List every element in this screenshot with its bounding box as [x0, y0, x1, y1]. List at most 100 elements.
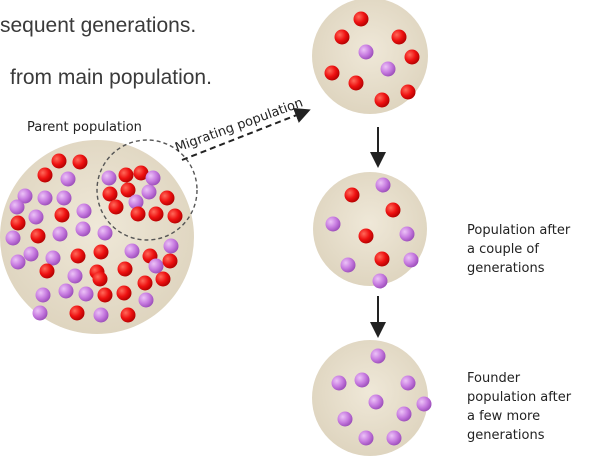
parent-red-dot — [116, 285, 132, 301]
parent-purple-dot — [60, 171, 76, 187]
after-purple-dot — [403, 252, 419, 268]
founder-purple-dot — [416, 396, 432, 412]
parent-population-circle — [0, 140, 194, 334]
parent-red-dot — [133, 165, 149, 181]
founder-selection-dashed-circle — [96, 139, 198, 241]
parent-purple-dot — [93, 307, 109, 323]
founder-purple-dot — [354, 372, 370, 388]
parent-purple-dot — [148, 258, 164, 274]
after-purple-dot — [399, 226, 415, 242]
caption-line-1: sequent generations. — [0, 14, 197, 37]
parent-red-dot — [167, 208, 183, 224]
founder-purple-dot — [358, 430, 374, 446]
migrating-red-dot — [374, 92, 390, 108]
parent-red-dot — [137, 275, 153, 291]
parent-red-dot — [72, 154, 88, 170]
founder-purple-dot — [337, 411, 353, 427]
parent-purple-dot — [52, 226, 68, 242]
migrating-red-dot — [324, 65, 340, 81]
parent-red-dot — [120, 182, 136, 198]
migrating-purple-dot — [358, 44, 374, 60]
after-purple-dot — [325, 216, 341, 232]
founder-purple-dot — [396, 406, 412, 422]
parent-purple-dot — [145, 170, 161, 186]
parent-purple-dot — [78, 286, 94, 302]
parent-red-dot — [69, 305, 85, 321]
parent-red-dot — [93, 244, 109, 260]
parent-purple-dot — [5, 230, 21, 246]
parent-purple-dot — [37, 190, 53, 206]
parent-purple-dot — [23, 246, 39, 262]
founder-purple-dot — [400, 375, 416, 391]
parent-red-dot — [70, 248, 86, 264]
parent-purple-dot — [141, 184, 157, 200]
parent-red-dot — [148, 206, 164, 222]
parent-purple-dot — [138, 292, 154, 308]
parent-red-dot — [120, 307, 136, 323]
after-red-dot — [374, 251, 390, 267]
parent-purple-dot — [128, 194, 144, 210]
after-red-dot — [358, 228, 374, 244]
after-red-dot — [385, 202, 401, 218]
parent-red-dot — [10, 215, 26, 231]
founder-purple-dot — [331, 375, 347, 391]
parent-purple-dot — [9, 199, 25, 215]
parent-red-dot — [97, 287, 113, 303]
allele-dots — [5, 11, 432, 446]
after-purple-dot — [375, 177, 391, 193]
parent-population-label: Parent population — [27, 120, 142, 135]
migrating-red-dot — [400, 84, 416, 100]
migrating-red-dot — [334, 29, 350, 45]
parent-red-dot — [162, 253, 178, 269]
parent-purple-dot — [97, 225, 113, 241]
parent-purple-dot — [101, 170, 117, 186]
parent-red-dot — [159, 190, 175, 206]
founder-label-line-3: a few more — [467, 409, 540, 424]
parent-red-dot — [39, 263, 55, 279]
parent-red-dot — [118, 167, 134, 183]
parent-red-dot — [117, 261, 133, 277]
after-couple-label-line-3: generations — [467, 261, 545, 276]
founder-purple-dot — [370, 348, 386, 364]
parent-purple-dot — [28, 209, 44, 225]
migrating-population-label: Migrating population — [173, 96, 305, 156]
parent-purple-dot — [45, 250, 61, 266]
parent-purple-dot — [35, 287, 51, 303]
parent-purple-dot — [17, 188, 33, 204]
migration-dashed-arrow — [181, 107, 311, 161]
parent-purple-dot — [163, 238, 179, 254]
parent-purple-dot — [10, 254, 26, 270]
parent-red-dot — [108, 199, 124, 215]
migrating-red-dot — [404, 49, 420, 65]
parent-purple-dot — [75, 221, 91, 237]
after-couple-label-line-1: Population after — [467, 223, 571, 238]
migrating-purple-dot — [380, 61, 396, 77]
parent-red-dot — [155, 271, 171, 287]
founder-label-line-2: population after — [467, 390, 572, 405]
parent-red-dot — [130, 206, 146, 222]
parent-red-dot — [92, 271, 108, 287]
after-red-dot — [344, 187, 360, 203]
migrating-red-dot — [353, 11, 369, 27]
migrating-red-dot — [348, 75, 364, 91]
caption-line-2: from main population. — [10, 66, 212, 89]
parent-purple-dot — [124, 243, 140, 259]
after-purple-dot — [372, 273, 388, 289]
after-couple-label-line-2: a couple of — [467, 242, 539, 257]
migrating-red-dot — [391, 29, 407, 45]
parent-red-dot — [30, 228, 46, 244]
parent-red-dot — [54, 207, 70, 223]
parent-purple-dot — [67, 268, 83, 284]
founder-purple-dot — [368, 394, 384, 410]
after-purple-dot — [340, 257, 356, 273]
parent-red-dot — [102, 186, 118, 202]
parent-purple-dot — [76, 203, 92, 219]
founder-label-line-1: Founder — [467, 371, 521, 386]
parent-purple-dot — [32, 305, 48, 321]
parent-red-dot — [37, 167, 53, 183]
founder-purple-dot — [386, 430, 402, 446]
founder-label-line-4: generations — [467, 428, 545, 443]
parent-red-dot — [51, 153, 67, 169]
parent-purple-dot — [58, 283, 74, 299]
